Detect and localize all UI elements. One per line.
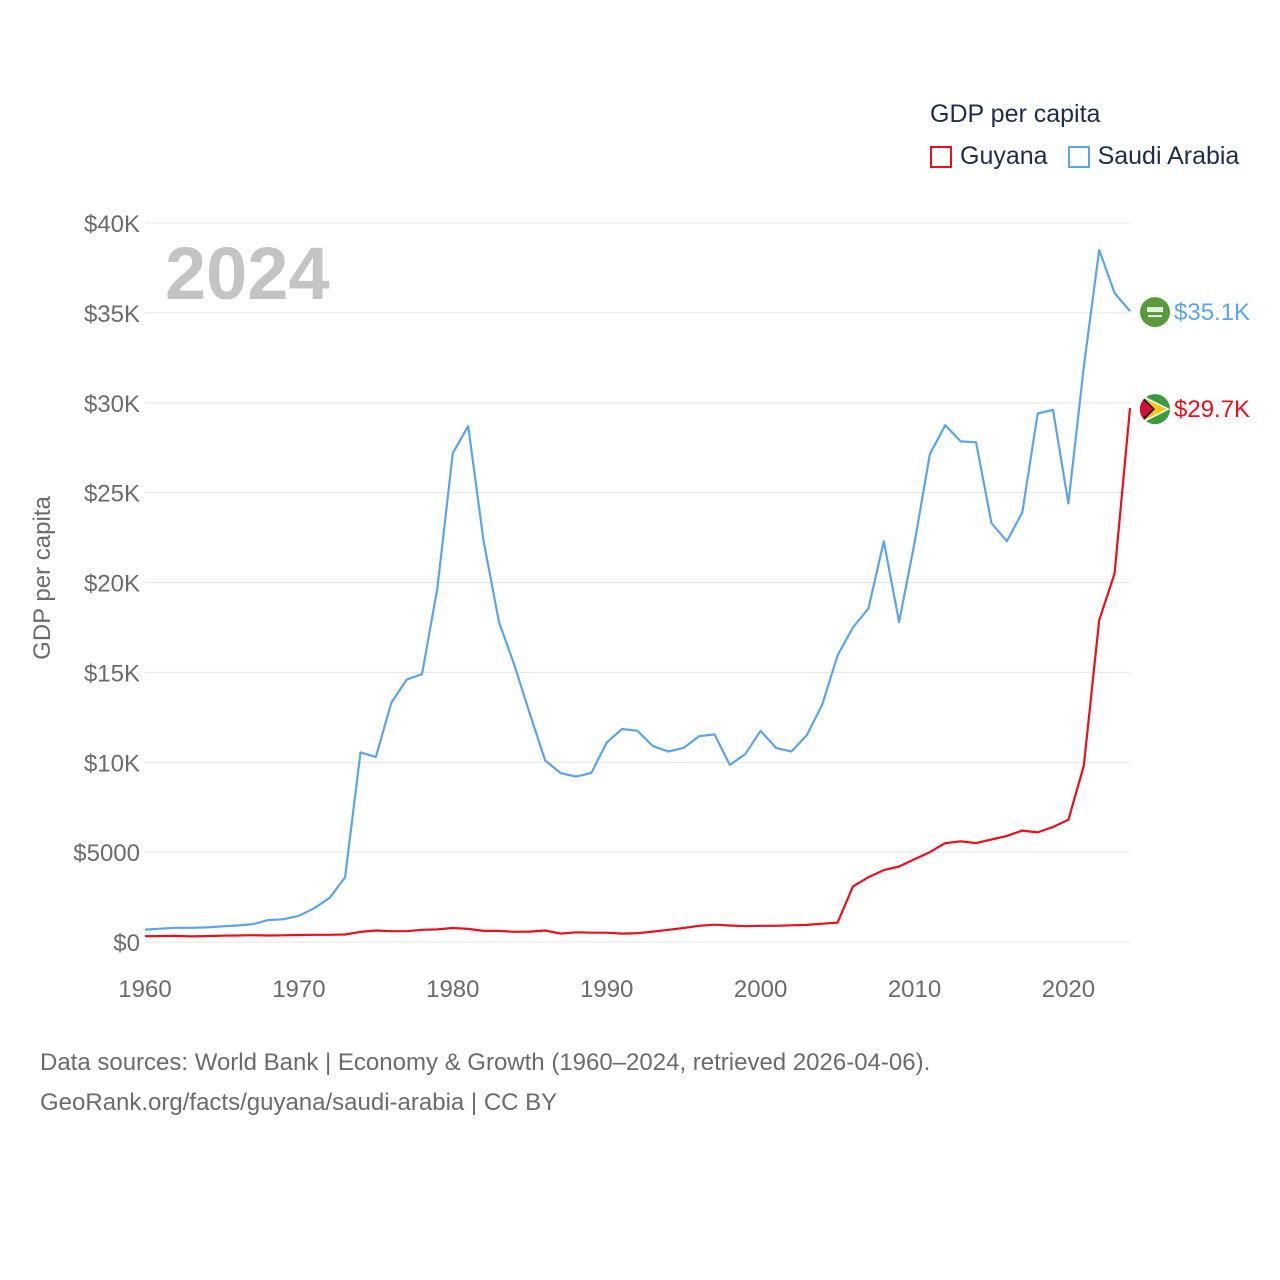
- legend-item-saudi-arabia[interactable]: Saudi Arabia: [1067, 142, 1240, 171]
- x-tick-label: 1990: [580, 976, 633, 1003]
- end-value-label-saudi-arabia: $35.1K: [1174, 299, 1250, 326]
- end-markers: $29.7K $35.1K: [1140, 297, 1250, 425]
- legend-swatch-guyana: [930, 145, 952, 168]
- x-axis: 1960 1970 1980 1990 2000 2010 2020: [118, 976, 1095, 1003]
- x-tick-label: 2000: [734, 976, 787, 1003]
- x-tick-label: 2010: [888, 976, 941, 1003]
- source-line-2[interactable]: GeoRank.org/facts/guyana/saudi-arabia | …: [40, 1089, 558, 1116]
- y-axis-label: GDP per capita: [29, 496, 56, 660]
- x-tick-label: 1970: [272, 976, 325, 1003]
- series-line-guyana: [144, 407, 1132, 938]
- source-line-1: Data sources: World Bank | Economy & Gro…: [40, 1049, 931, 1076]
- y-tick-label: $30K: [84, 391, 140, 418]
- series-line-saudi-arabia: [144, 248, 1131, 931]
- y-tick-label: $15K: [84, 660, 140, 687]
- y-tick-label: $40K: [84, 211, 140, 238]
- year-watermark: 2024: [165, 232, 330, 315]
- y-tick-label: $25K: [84, 481, 140, 508]
- x-tick-label: 1980: [426, 976, 479, 1003]
- legend-item-guyana[interactable]: Guyana: [930, 142, 1048, 171]
- legend-swatch-saudi-arabia: [1067, 145, 1090, 168]
- gridlines: [145, 222, 1130, 943]
- x-tick-label: 1960: [118, 976, 171, 1003]
- legend-title: GDP per capita: [930, 100, 1101, 128]
- y-tick-label: $35K: [84, 301, 140, 328]
- series-lines: [144, 248, 1132, 938]
- flag-red-triangle: [1140, 397, 1153, 422]
- y-tick-label: $20K: [84, 571, 140, 598]
- y-axis: $0 $5000 $10K $15K $20K $25K $30K $35K $40K: [73, 211, 140, 957]
- source-note: Data sources: World Bank | Economy & Gro…: [40, 1043, 930, 1123]
- flag-script-mark: [1147, 307, 1163, 313]
- legend: Guyana Saudi Arabia: [930, 142, 1259, 171]
- end-value-label-guyana: $29.7K: [1174, 396, 1250, 423]
- legend-label-guyana: Guyana: [960, 142, 1048, 170]
- y-tick-label: $5000: [73, 840, 140, 867]
- y-tick-label: $0: [113, 930, 140, 957]
- legend-label-saudi-arabia: Saudi Arabia: [1097, 142, 1240, 170]
- x-tick-label: 2020: [1042, 976, 1095, 1003]
- y-tick-label: $10K: [84, 750, 140, 777]
- guyana-flag-icon: [1140, 394, 1170, 425]
- flag-sword-mark: [1148, 315, 1162, 318]
